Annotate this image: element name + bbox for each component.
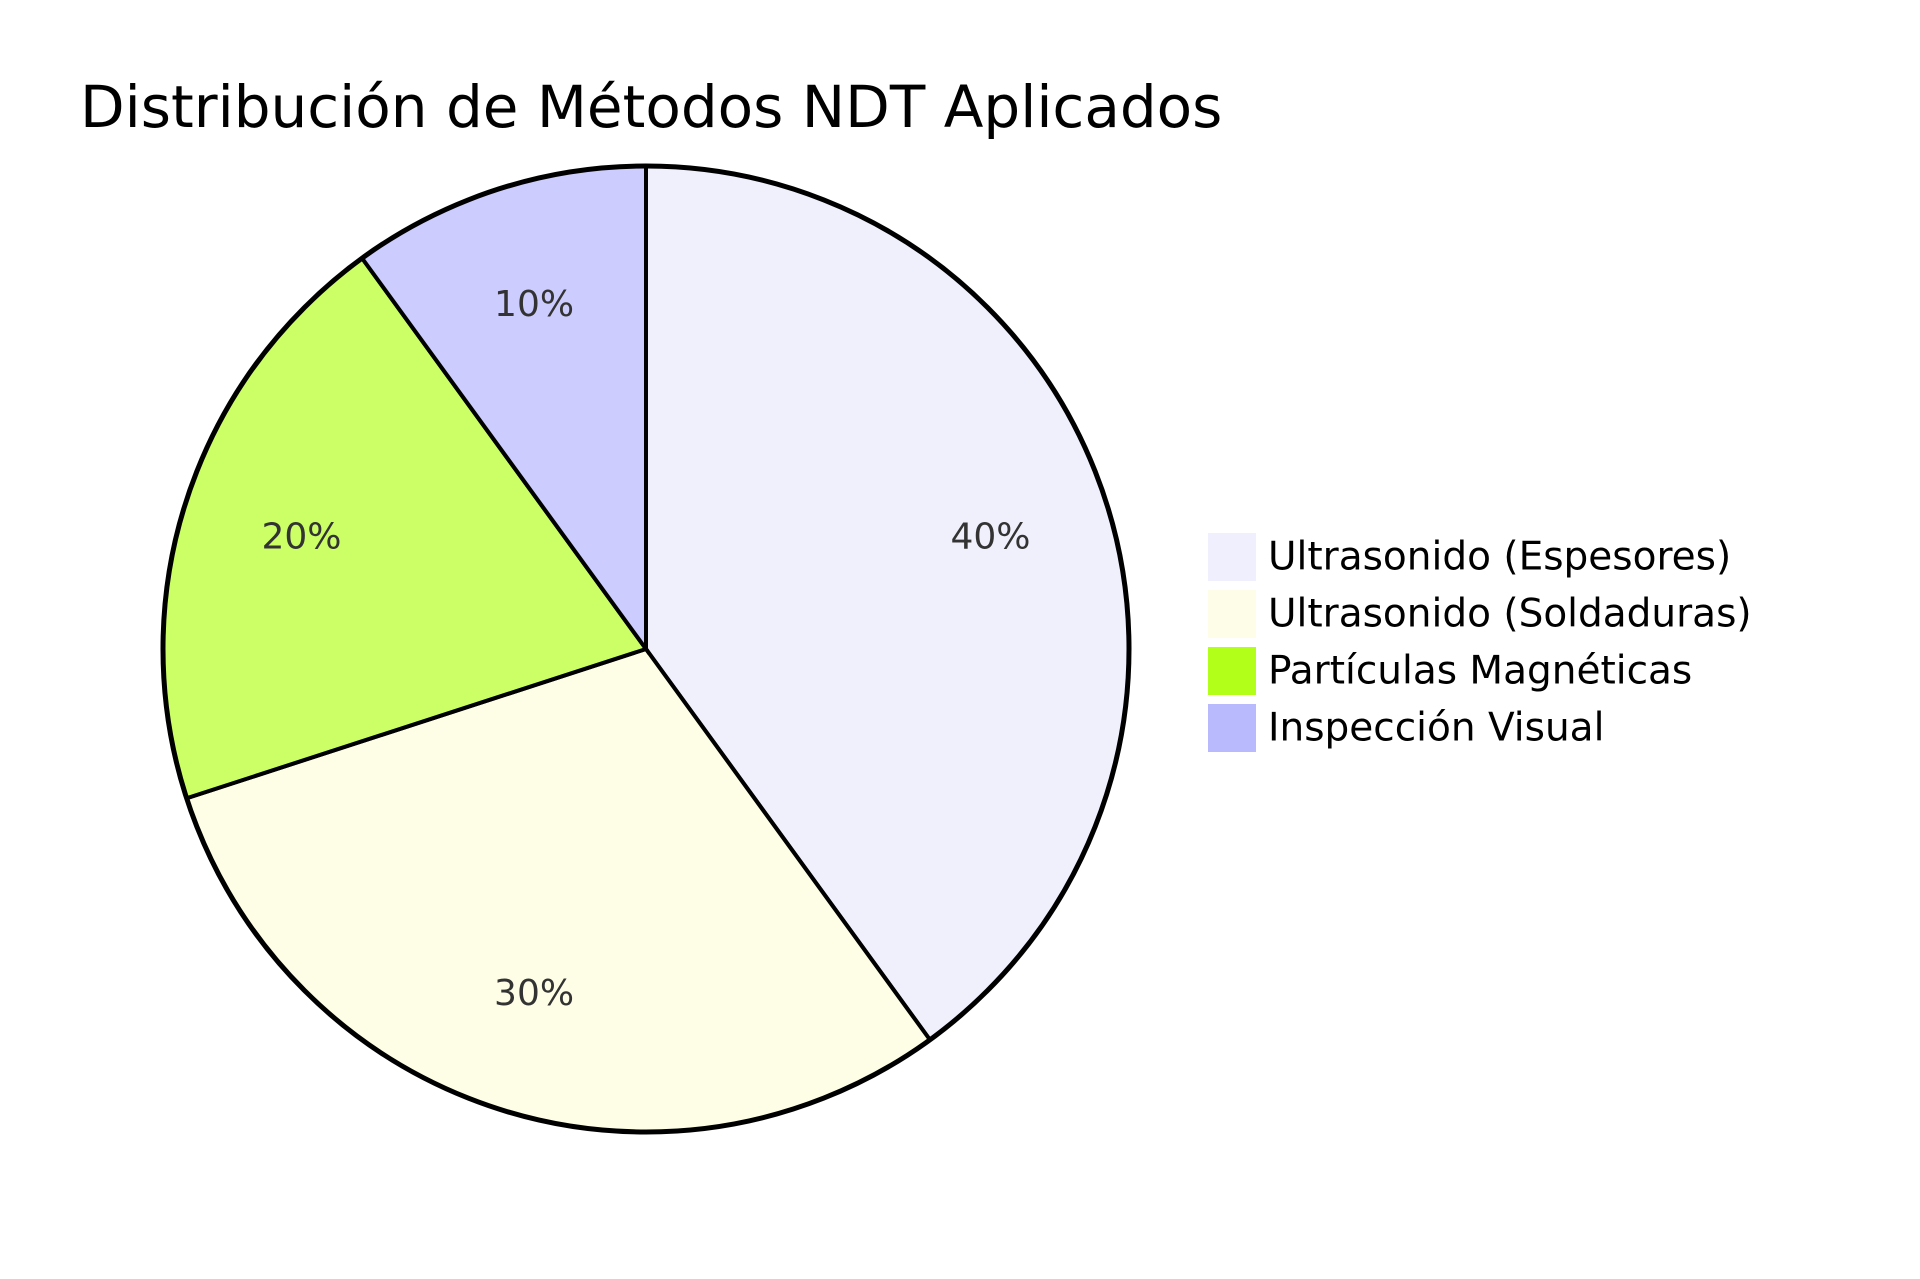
legend-label: Ultrasonido (Soldaduras) [1268,592,1752,637]
legend-item: Inspección Visual [1208,704,1604,752]
pie-slices [161,163,1132,1134]
slice-label-1: 40% [951,517,1031,558]
legend-swatch [1208,533,1256,581]
legend-swatch [1208,647,1256,695]
legend-item: Ultrasonido (Espesores) [1208,533,1731,581]
slice-label-4: 10% [494,284,574,325]
legend-swatch [1208,590,1256,638]
legend-label: Inspección Visual [1268,706,1604,751]
legend: Ultrasonido (Espesores) Ultrasonido (Sold… [1208,533,1752,752]
legend-swatch [1208,704,1256,752]
slice-labels: 40% 30% 20% 10% [261,284,1030,1014]
legend-label: Ultrasonido (Espesores) [1268,535,1731,580]
chart-title: Distribución de Métodos NDT Aplicados [80,73,1222,141]
legend-item: Ultrasonido (Soldaduras) [1208,590,1752,638]
slice-label-2: 30% [494,973,574,1014]
legend-item: Partículas Magnéticas [1208,647,1692,695]
slice-label-3: 20% [261,517,341,558]
pie-outline [160,163,1132,1135]
legend-label: Partículas Magnéticas [1268,649,1692,694]
